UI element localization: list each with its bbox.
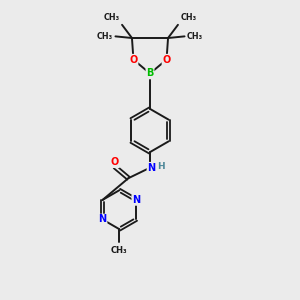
Text: N: N — [98, 214, 106, 224]
Text: O: O — [111, 157, 119, 167]
Text: CH₃: CH₃ — [180, 14, 196, 22]
Text: CH₃: CH₃ — [187, 32, 203, 41]
Text: CH₃: CH₃ — [97, 32, 113, 41]
Text: CH₃: CH₃ — [103, 14, 120, 22]
Text: O: O — [129, 55, 138, 64]
Text: O: O — [162, 55, 171, 64]
Text: H: H — [158, 162, 165, 171]
Text: CH₃: CH₃ — [111, 246, 128, 255]
Text: B: B — [146, 68, 154, 79]
Text: N: N — [147, 163, 156, 173]
Text: N: N — [132, 195, 140, 205]
